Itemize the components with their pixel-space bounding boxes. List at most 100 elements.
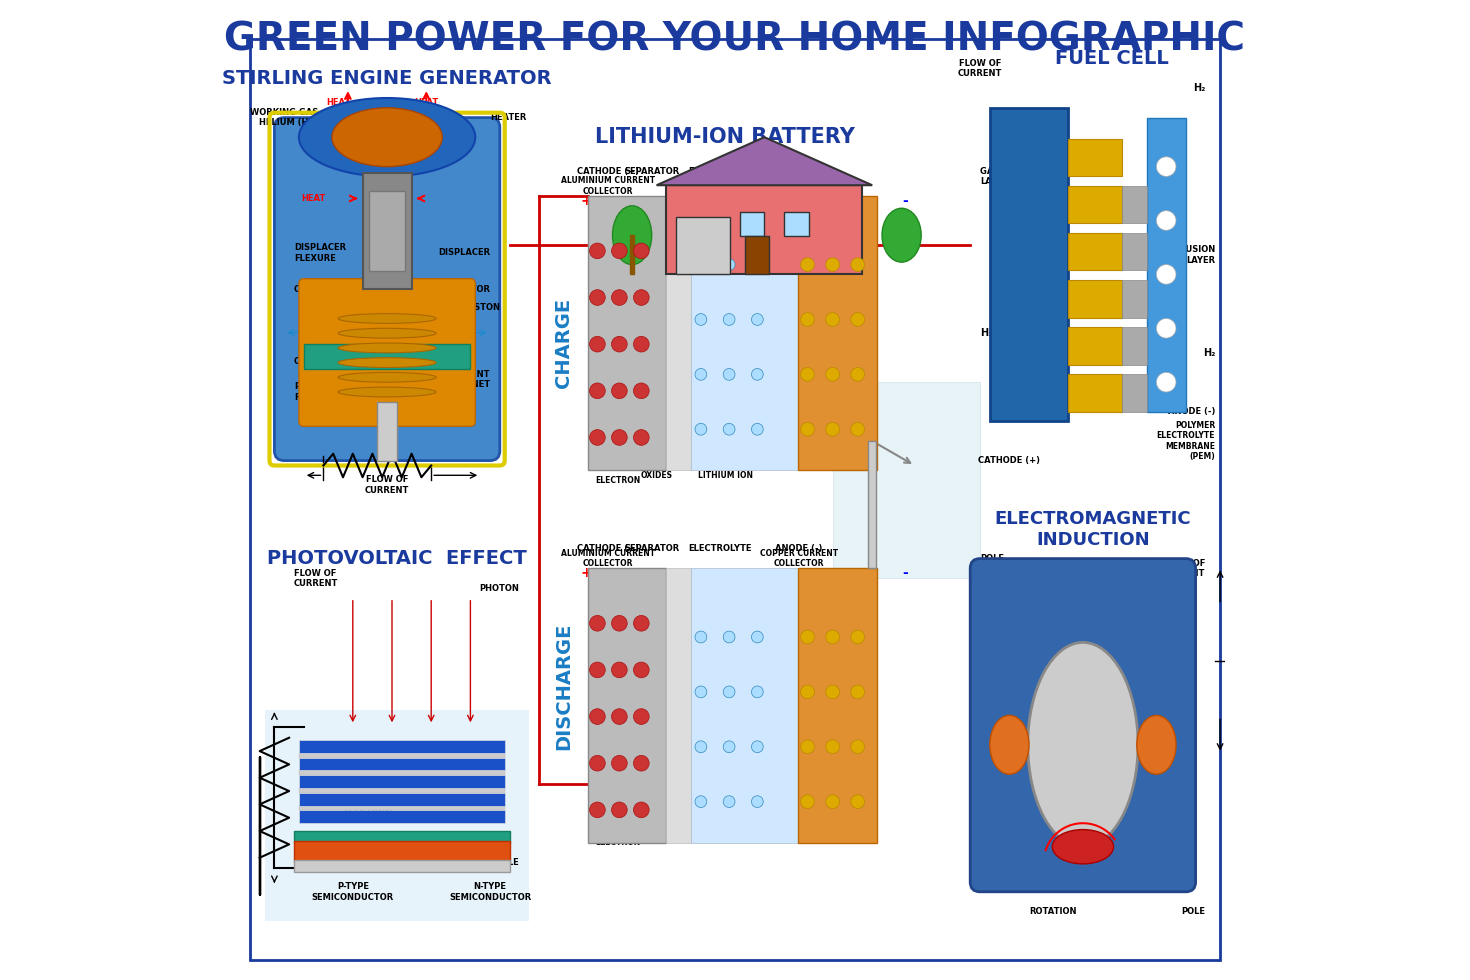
Text: ELECTRON: ELECTRON: [343, 808, 392, 818]
Text: SEPARATOR: SEPARATOR: [625, 167, 679, 176]
Text: WORKING GAS
HELIUM (He): WORKING GAS HELIUM (He): [250, 108, 319, 127]
Circle shape: [826, 368, 839, 381]
Text: FLOW OF
CURRENT: FLOW OF CURRENT: [294, 568, 338, 588]
Bar: [739, 212, 764, 236]
Text: HEAT: HEAT: [301, 194, 326, 203]
Text: DISPLACER
FLEXURE: DISPLACER FLEXURE: [294, 243, 345, 263]
Text: WATER: WATER: [307, 316, 340, 325]
Text: STIRLING ENGINE GENERATOR: STIRLING ENGINE GENERATOR: [222, 69, 551, 88]
Bar: [265, 710, 529, 921]
Bar: [631, 235, 634, 274]
Circle shape: [723, 796, 735, 808]
Text: ANODE (-): ANODE (-): [775, 544, 822, 554]
Circle shape: [801, 630, 814, 644]
Circle shape: [751, 259, 763, 270]
Circle shape: [826, 685, 839, 699]
Circle shape: [801, 258, 814, 271]
Bar: [369, 191, 404, 270]
Circle shape: [801, 368, 814, 381]
Circle shape: [634, 802, 650, 817]
Bar: [298, 753, 504, 758]
Circle shape: [801, 740, 814, 754]
Bar: [294, 860, 510, 872]
Circle shape: [1157, 372, 1176, 392]
Circle shape: [612, 290, 628, 306]
Ellipse shape: [338, 387, 437, 397]
Text: FUEL
CELL: FUEL CELL: [1011, 280, 1047, 308]
Circle shape: [801, 313, 814, 326]
Circle shape: [751, 741, 763, 753]
Circle shape: [634, 290, 650, 306]
Circle shape: [723, 314, 735, 325]
Text: O₂: O₂: [1032, 211, 1045, 220]
Bar: [294, 831, 510, 843]
Bar: [798, 196, 876, 470]
Ellipse shape: [338, 328, 437, 338]
Text: +: +: [581, 194, 592, 208]
Text: GREEN POWER FOR YOUR HOME INFOGRAPHIC: GREEN POWER FOR YOUR HOME INFOGRAPHIC: [225, 21, 1245, 58]
Bar: [1069, 374, 1122, 412]
Bar: [691, 568, 798, 843]
Text: ALUMINIUM CURRENT
COLLECTOR: ALUMINIUM CURRENT COLLECTOR: [560, 549, 654, 568]
Text: LI-METAL
CARBON: LI-METAL CARBON: [754, 799, 794, 818]
Text: H₂: H₂: [1202, 348, 1216, 358]
Circle shape: [751, 686, 763, 698]
Circle shape: [589, 243, 606, 259]
Text: LITHIUM ION: LITHIUM ION: [698, 470, 753, 480]
Text: REGENERATOR: REGENERATOR: [420, 284, 490, 294]
Ellipse shape: [338, 372, 437, 382]
Text: COOLER: COOLER: [294, 284, 332, 294]
Bar: [298, 793, 504, 806]
Bar: [298, 788, 504, 793]
Circle shape: [589, 662, 606, 678]
Circle shape: [612, 662, 628, 678]
Circle shape: [634, 615, 650, 631]
Ellipse shape: [332, 108, 442, 167]
Text: ROTATION: ROTATION: [1029, 906, 1076, 916]
Text: LI-METAL
OXIDES: LI-METAL OXIDES: [637, 461, 676, 480]
Circle shape: [851, 795, 864, 808]
Circle shape: [612, 336, 628, 352]
Circle shape: [634, 243, 650, 259]
Circle shape: [826, 795, 839, 808]
Circle shape: [751, 631, 763, 643]
Text: WATER: WATER: [425, 316, 457, 325]
Text: ELECTROLYTE: ELECTROLYTE: [688, 544, 753, 554]
Circle shape: [1157, 211, 1176, 230]
Text: PISTON: PISTON: [465, 303, 500, 312]
Circle shape: [801, 422, 814, 436]
Text: ELECTROLYTE: ELECTROLYTE: [688, 167, 753, 176]
Ellipse shape: [989, 715, 1029, 774]
Text: DISCHARGE: DISCHARGE: [554, 622, 573, 750]
Text: FUEL CELL: FUEL CELL: [1055, 49, 1169, 69]
Circle shape: [634, 756, 650, 771]
Circle shape: [1157, 157, 1176, 176]
Circle shape: [723, 686, 735, 698]
Bar: [298, 810, 504, 823]
Text: GAS DIFFUSION
LAYER: GAS DIFFUSION LAYER: [980, 167, 1053, 186]
Bar: [676, 218, 731, 274]
Text: HEATER: HEATER: [490, 113, 526, 122]
Ellipse shape: [882, 209, 922, 263]
Bar: [588, 568, 666, 843]
Circle shape: [851, 368, 864, 381]
Bar: [298, 758, 504, 770]
Bar: [294, 841, 510, 862]
Bar: [1069, 186, 1122, 223]
Bar: [1069, 280, 1122, 318]
Bar: [378, 402, 397, 461]
FancyBboxPatch shape: [298, 278, 475, 426]
Text: GAS DIFFUSION
LAYER: GAS DIFFUSION LAYER: [1142, 245, 1216, 265]
Text: POLE: POLE: [1182, 906, 1205, 916]
Bar: [298, 775, 504, 788]
Text: -: -: [903, 194, 908, 208]
Ellipse shape: [338, 343, 437, 353]
Bar: [869, 441, 876, 568]
Text: CATHODE (+): CATHODE (+): [979, 456, 1041, 466]
Circle shape: [634, 336, 650, 352]
Text: P-TYPE
SEMICONDUCTOR: P-TYPE SEMICONDUCTOR: [312, 882, 394, 902]
Circle shape: [612, 709, 628, 724]
Circle shape: [612, 615, 628, 631]
Text: FLOW OF
CURRENT: FLOW OF CURRENT: [958, 59, 1003, 78]
Bar: [304, 344, 470, 368]
